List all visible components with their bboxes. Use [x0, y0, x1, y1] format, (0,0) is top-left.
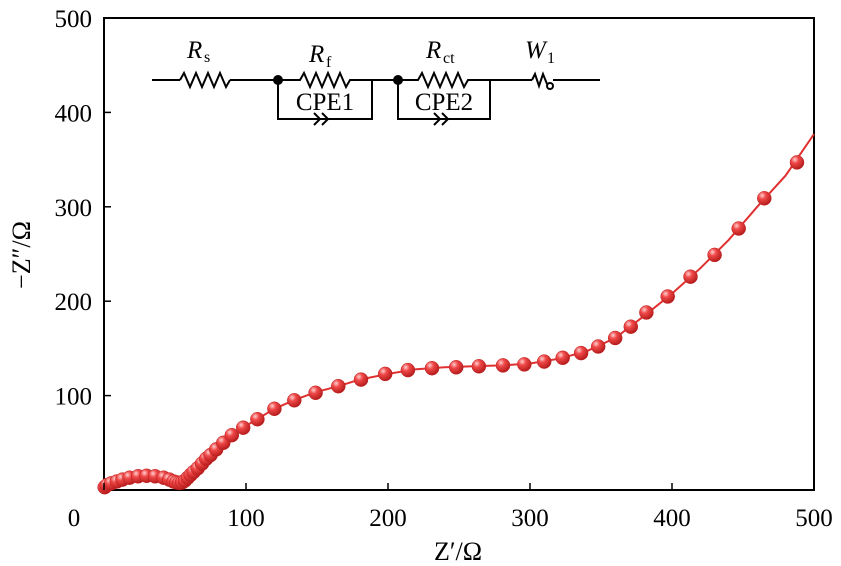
- data-point: [623, 319, 639, 334]
- rct-symbol: R: [425, 37, 441, 64]
- w1-subscript: 1: [547, 50, 555, 67]
- rs-subscript: s: [204, 49, 210, 66]
- data-point: [267, 401, 282, 417]
- fit-line: [103, 133, 815, 489]
- data-point: [707, 247, 722, 263]
- data-point: [683, 269, 698, 284]
- x-tick-label: 400: [653, 505, 691, 532]
- y-tick-label: 500: [55, 6, 93, 33]
- cpe2-label: CPE2: [415, 89, 473, 116]
- data-point: [590, 339, 606, 354]
- w1-symbol: W: [525, 37, 548, 64]
- data-point: [308, 385, 323, 401]
- rct-subscript: ct: [443, 50, 455, 67]
- y-tick-label: 100: [55, 384, 93, 411]
- x-axis-title: Z′/Ω: [434, 537, 482, 566]
- data-point: [224, 427, 240, 443]
- circuit-label-rs: R s: [186, 37, 210, 66]
- equivalent-circuit: [152, 70, 600, 126]
- data-point: [353, 372, 369, 387]
- rf-subscript: f: [326, 54, 332, 71]
- fit-line-group: [103, 133, 815, 489]
- y-tick-label: 200: [55, 289, 93, 316]
- rf-symbol: R: [308, 41, 324, 68]
- data-point: [448, 360, 464, 375]
- y-axis-title: −Z″/Ω: [7, 221, 36, 289]
- rs-symbol: R: [186, 37, 202, 64]
- x-tick-label: 500: [795, 505, 833, 532]
- data-point: [757, 191, 772, 206]
- data-point: [660, 289, 675, 304]
- y-tick-label: 400: [55, 100, 93, 127]
- data-point: [400, 362, 416, 378]
- data-point: [573, 345, 589, 361]
- data-point: [639, 305, 654, 320]
- cpe1-label: CPE1: [296, 89, 354, 116]
- data-points-group: [97, 155, 805, 495]
- data-point: [377, 366, 393, 382]
- circuit-label-w1: W 1: [525, 37, 555, 67]
- x-tick-label: 200: [369, 505, 407, 532]
- y-tick-label: 300: [55, 195, 93, 222]
- data-point: [235, 420, 251, 435]
- data-point: [287, 393, 302, 408]
- x-tick-label: 300: [511, 505, 549, 532]
- data-point: [607, 330, 623, 346]
- data-point: [471, 359, 487, 374]
- data-point: [731, 221, 746, 236]
- data-point: [789, 155, 805, 170]
- data-point: [517, 357, 532, 372]
- data-point: [536, 354, 552, 369]
- circuit-label-rf: R f: [308, 41, 332, 71]
- x-tick-label: 100: [227, 505, 265, 532]
- plot-axes: [103, 17, 815, 491]
- data-point: [331, 378, 346, 394]
- data-point: [424, 360, 440, 376]
- tick-group: 0 100 200 300 400 500 100 200 300 400 500: [55, 6, 833, 532]
- x-tick-label: 0: [68, 505, 81, 532]
- plot-frame: [103, 17, 815, 491]
- circuit-label-rct: R ct: [425, 37, 455, 67]
- data-point: [495, 358, 511, 373]
- data-point: [250, 411, 265, 427]
- data-point: [555, 350, 570, 366]
